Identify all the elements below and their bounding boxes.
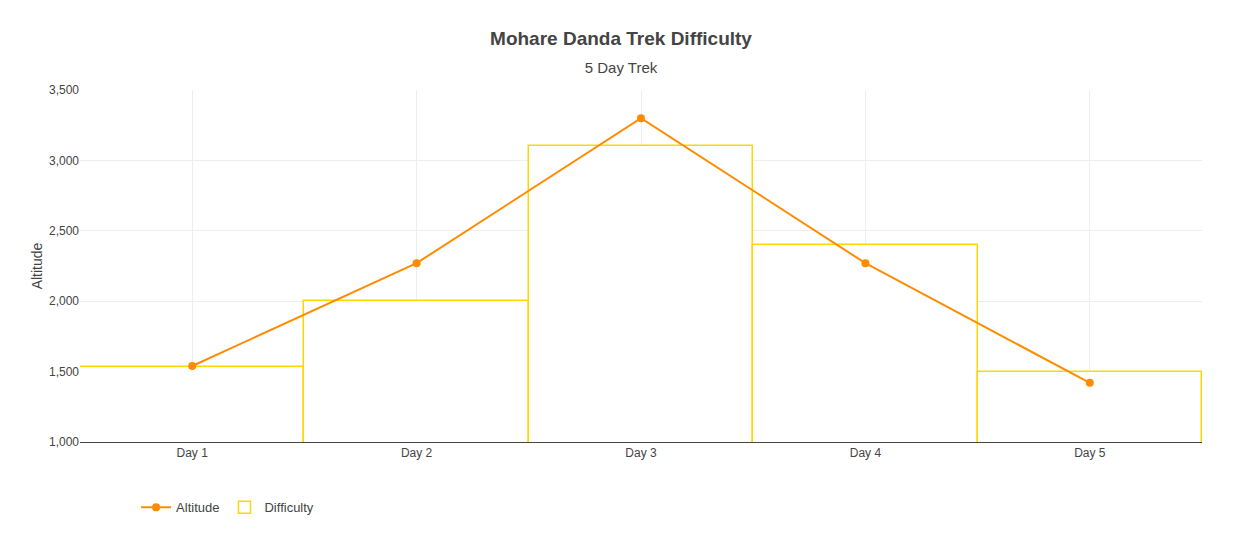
svg-text:1,000: 1,000 [49, 435, 79, 449]
svg-text:5 Day Trek: 5 Day Trek [585, 59, 658, 76]
svg-text:Day 1: Day 1 [177, 446, 209, 460]
svg-text:2,500: 2,500 [49, 224, 79, 238]
svg-text:Day 5: Day 5 [1074, 446, 1106, 460]
svg-text:1,500: 1,500 [49, 365, 79, 379]
svg-text:Altitude: Altitude [176, 500, 219, 515]
svg-text:3,500: 3,500 [49, 83, 79, 97]
svg-text:3,000: 3,000 [49, 154, 79, 168]
svg-text:2,000: 2,000 [49, 294, 79, 308]
svg-text:Day 4: Day 4 [850, 446, 882, 460]
svg-text:Difficulty: Difficulty [264, 500, 313, 515]
svg-text:Altitude: Altitude [29, 242, 45, 289]
svg-text:Day 2: Day 2 [401, 446, 433, 460]
svg-text:Day 3: Day 3 [625, 446, 657, 460]
svg-text:Mohare Danda Trek Difficulty: Mohare Danda Trek Difficulty [490, 28, 752, 49]
